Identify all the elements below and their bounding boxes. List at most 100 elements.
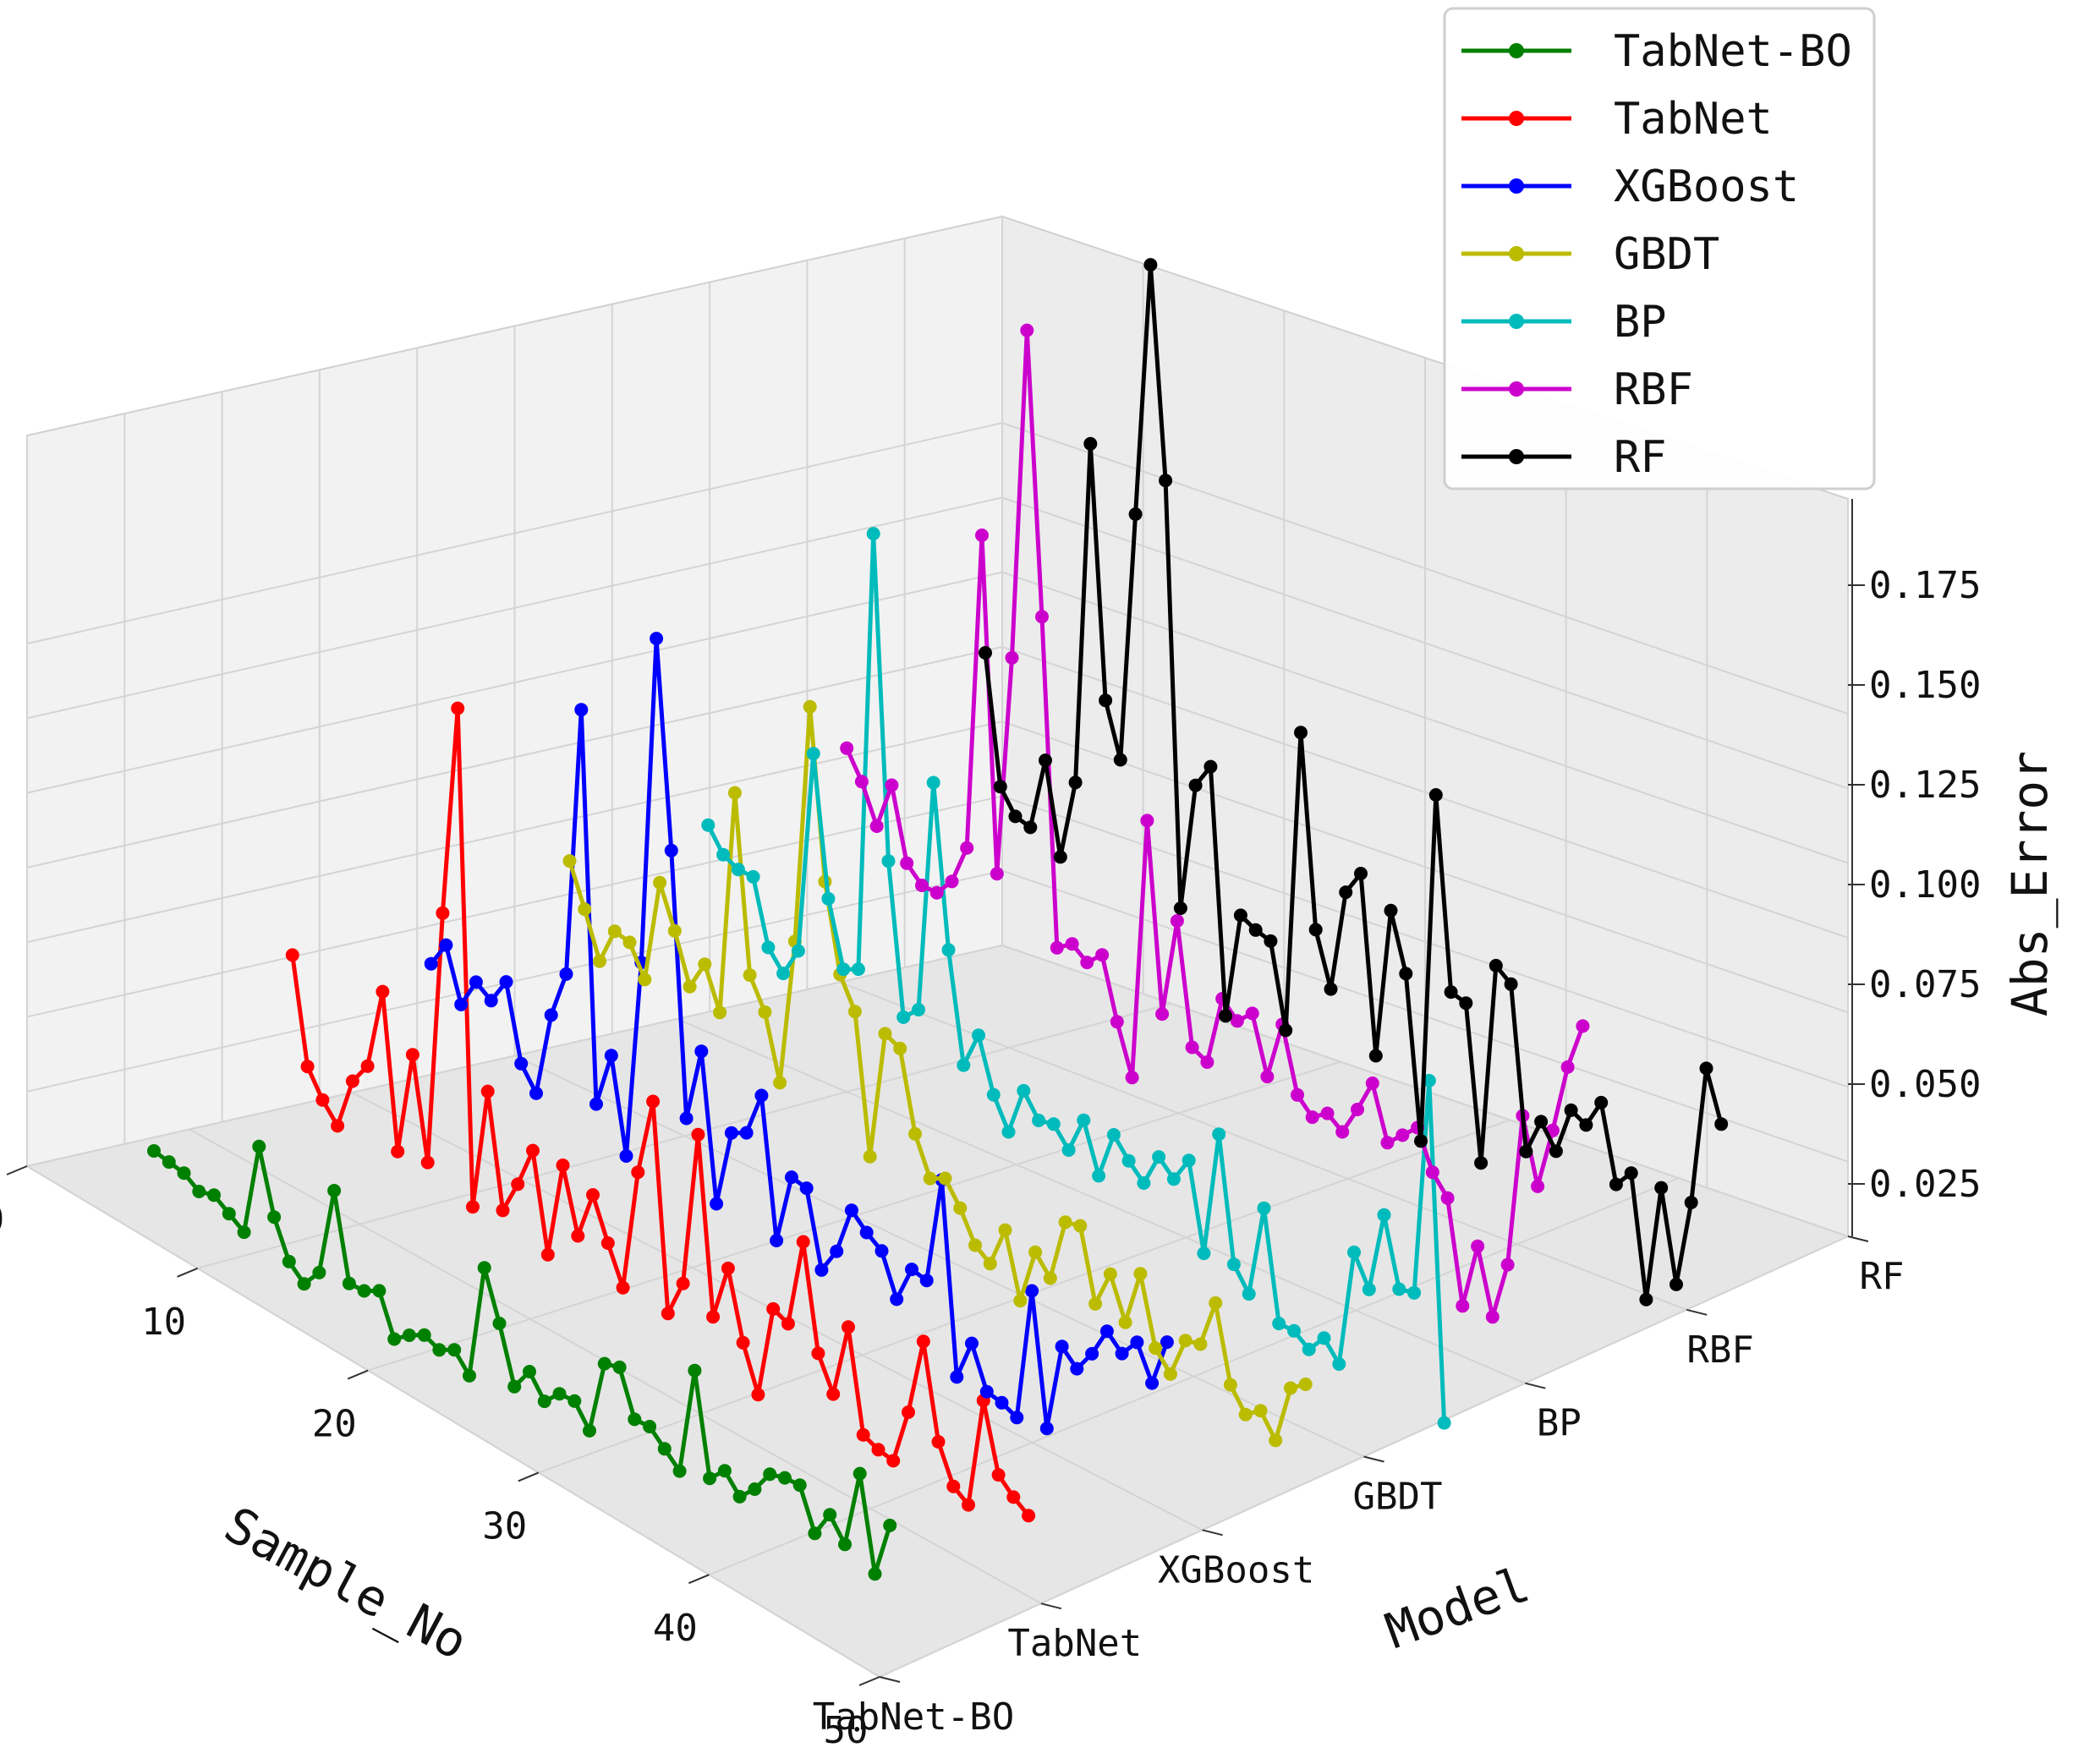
series-rbf: [840, 323, 1590, 1324]
data-point: [484, 994, 498, 1008]
data-point: [821, 891, 836, 906]
data-point: [916, 1334, 930, 1349]
data-point: [562, 854, 577, 868]
data-point: [995, 1395, 1009, 1410]
data-point: [1284, 1381, 1297, 1395]
series-lines: [147, 258, 1729, 1581]
data-point: [986, 1087, 1001, 1102]
data-point: [1414, 1134, 1428, 1148]
data-point: [1085, 1346, 1099, 1361]
data-point: [1140, 814, 1154, 828]
data-point: [799, 1181, 814, 1196]
data-point: [694, 1044, 709, 1059]
data-point: [327, 1184, 342, 1197]
data-point: [1006, 1490, 1021, 1504]
data-point: [1020, 323, 1034, 337]
data-point: [417, 1328, 431, 1342]
x-tick-label: 50: [824, 1709, 869, 1752]
data-point: [1365, 1076, 1379, 1090]
data-point: [282, 1254, 296, 1268]
data-point: [1264, 934, 1278, 948]
data-point: [1088, 1296, 1103, 1311]
data-point: [583, 1423, 596, 1438]
data-point: [854, 775, 869, 789]
data-point: [957, 1058, 971, 1072]
data-point: [1061, 1143, 1076, 1157]
data-point: [823, 1508, 837, 1522]
data-point: [736, 1335, 750, 1350]
data-point: [853, 1466, 867, 1481]
x-tick: [347, 1369, 369, 1380]
data-point: [1226, 1257, 1241, 1272]
data-point: [1368, 1049, 1383, 1063]
data-point: [842, 1320, 855, 1334]
data-point: [1223, 1378, 1237, 1392]
z-tick-label: 0.050: [1869, 1063, 1981, 1106]
data-point: [1197, 1246, 1211, 1261]
data-point: [923, 1171, 937, 1186]
data-point: [1260, 1070, 1275, 1084]
data-point: [1017, 1083, 1031, 1098]
legend-label: BP: [1614, 297, 1667, 348]
data-point: [589, 1097, 603, 1111]
data-point: [222, 1207, 236, 1221]
data-point: [1339, 885, 1353, 900]
data-point: [514, 1056, 529, 1071]
data-point: [1099, 693, 1113, 708]
data-point: [526, 1143, 540, 1158]
data-point: [267, 1210, 282, 1224]
series-bp: [701, 527, 1451, 1430]
data-point: [1110, 1015, 1124, 1029]
data-point: [657, 1442, 672, 1456]
data-point: [886, 1454, 901, 1468]
data-point: [1308, 923, 1323, 937]
data-point: [357, 1284, 371, 1298]
data-point: [1055, 1339, 1069, 1354]
data-point: [1425, 1165, 1439, 1180]
data-point: [1287, 1323, 1301, 1338]
data-point: [953, 1201, 968, 1215]
data-point: [1193, 1337, 1208, 1351]
data-point: [604, 1049, 618, 1063]
data-point: [1092, 1169, 1106, 1183]
data-point: [950, 1370, 964, 1384]
data-point: [900, 856, 914, 870]
data-point: [968, 1238, 982, 1252]
data-point: [1212, 1127, 1226, 1142]
data-point: [342, 1276, 356, 1290]
data-point: [743, 968, 757, 983]
grid-line: [709, 1177, 1680, 1576]
data-point: [875, 1244, 889, 1258]
data-point: [1073, 1219, 1088, 1233]
data-point: [1083, 436, 1098, 451]
data-point: [439, 938, 453, 952]
data-point: [1095, 948, 1110, 962]
grid-line: [26, 1165, 880, 1678]
data-point: [748, 1482, 762, 1496]
legend: TabNet-BO TabNet XGBoost GBDT BP RBF RF: [1443, 7, 1876, 490]
data-point: [1143, 258, 1158, 272]
data-point: [732, 1489, 747, 1504]
data-point: [1166, 1172, 1181, 1186]
data-point: [721, 1261, 735, 1275]
data-point: [1068, 775, 1083, 790]
data-point: [1351, 1103, 1364, 1116]
data-point: [931, 1435, 946, 1449]
data-point: [975, 529, 989, 542]
data-point: [1050, 940, 1064, 955]
data-point: [1500, 1257, 1515, 1272]
data-point: [1437, 1416, 1451, 1430]
data-point: [1399, 967, 1413, 981]
data-point: [701, 818, 716, 832]
data-point: [1159, 474, 1173, 488]
data-point: [1504, 977, 1518, 991]
model-tick: [1525, 1382, 1546, 1389]
z-tick-label: 0.125: [1869, 764, 1981, 807]
data-point: [1362, 1282, 1376, 1296]
series-gbdt: [562, 699, 1313, 1448]
data-point: [1279, 1023, 1293, 1038]
data-point: [1099, 1324, 1114, 1339]
data-point: [480, 1084, 495, 1098]
legend-swatch-marker: [1509, 111, 1524, 126]
data-point: [1170, 914, 1184, 928]
